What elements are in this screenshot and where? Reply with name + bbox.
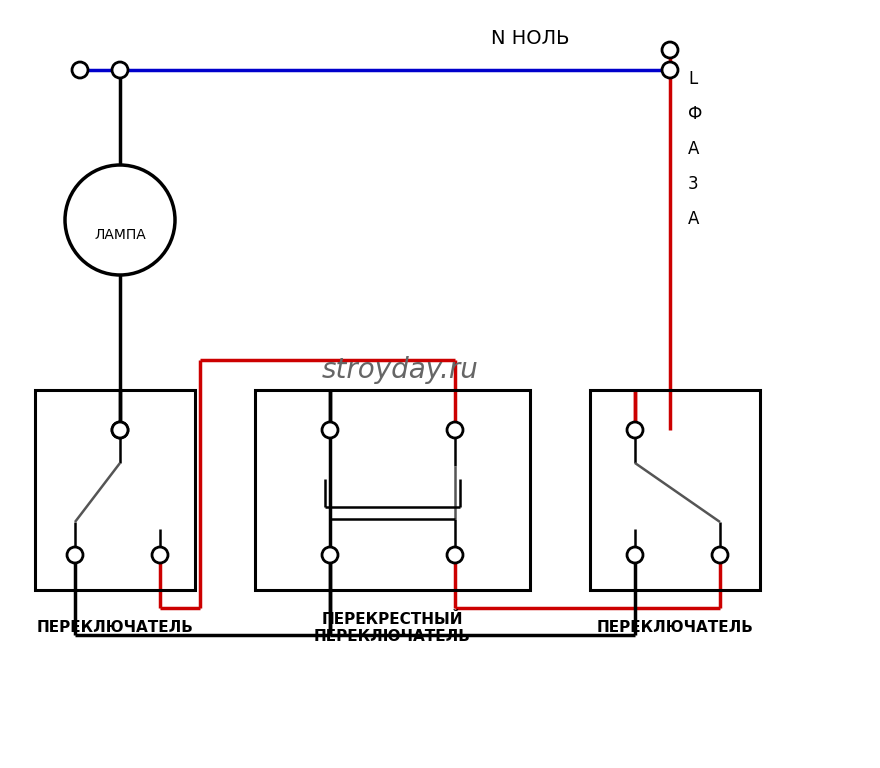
Circle shape xyxy=(112,422,128,438)
Text: ПЕРЕКЛЮЧАТЕЛЬ: ПЕРЕКЛЮЧАТЕЛЬ xyxy=(597,621,753,635)
Circle shape xyxy=(627,422,643,438)
Text: А: А xyxy=(688,210,700,228)
Circle shape xyxy=(152,547,168,563)
Circle shape xyxy=(322,422,338,438)
Circle shape xyxy=(447,547,463,563)
Circle shape xyxy=(322,547,338,563)
Bar xyxy=(255,390,530,590)
Circle shape xyxy=(112,422,128,438)
Circle shape xyxy=(65,165,175,275)
Circle shape xyxy=(112,62,128,78)
Text: ПЕРЕКРЕСТНЫЙ
ПЕРЕКЛЮЧАТЕЛЬ: ПЕРЕКРЕСТНЫЙ ПЕРЕКЛЮЧАТЕЛЬ xyxy=(314,612,471,644)
Circle shape xyxy=(67,547,83,563)
Circle shape xyxy=(627,547,643,563)
Circle shape xyxy=(662,42,678,58)
Bar xyxy=(35,390,195,590)
Text: ПЕРЕКЛЮЧАТЕЛЬ: ПЕРЕКЛЮЧАТЕЛЬ xyxy=(37,621,194,635)
Text: ЛАМПА: ЛАМПА xyxy=(94,228,146,243)
Circle shape xyxy=(662,62,678,78)
Circle shape xyxy=(447,422,463,438)
Bar xyxy=(590,390,760,590)
Text: 3: 3 xyxy=(688,175,699,193)
Text: L: L xyxy=(688,70,697,88)
Text: stroyday.ru: stroyday.ru xyxy=(321,356,479,384)
Circle shape xyxy=(72,62,88,78)
Text: А: А xyxy=(688,140,700,158)
Text: Ф: Ф xyxy=(688,105,702,123)
Circle shape xyxy=(712,547,728,563)
Text: N НОЛЬ: N НОЛЬ xyxy=(491,29,569,48)
